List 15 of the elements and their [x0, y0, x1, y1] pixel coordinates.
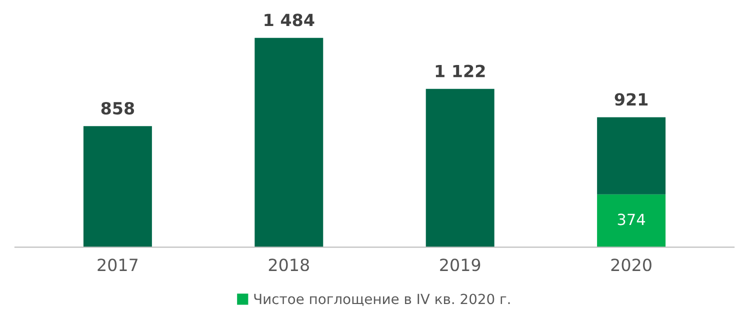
legend-label: Чистое поглощение в IV кв. 2020 г. [254, 294, 510, 306]
total-label: 921 [614, 93, 648, 106]
x-tick-label: 2017 [98, 258, 138, 272]
bar [83, 126, 152, 248]
bar [426, 88, 494, 248]
data-label: 374 [618, 214, 646, 226]
total-label: 1 484 [264, 14, 314, 26]
bar [597, 194, 666, 248]
bar [597, 117, 666, 194]
x-tick-label: 2020 [611, 258, 652, 272]
total-label: 1 122 [436, 64, 485, 78]
bar [254, 38, 324, 248]
total-label: 858 [101, 102, 134, 115]
x-tick-label: 2018 [268, 258, 309, 272]
x-tick-label: 2019 [440, 258, 480, 272]
